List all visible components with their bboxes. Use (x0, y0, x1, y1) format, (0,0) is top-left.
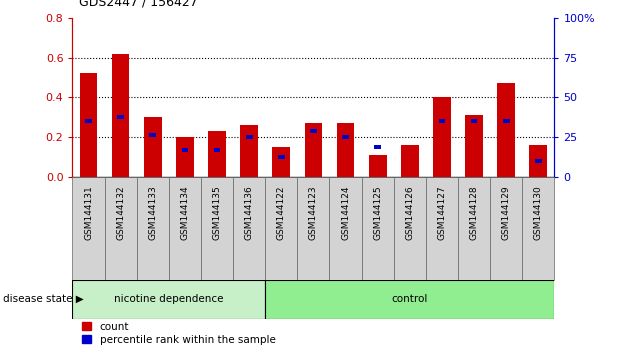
Bar (438, 119, 445, 124)
Bar (497, 84, 515, 177)
Legend: count, percentile rank within the sample: count, percentile rank within the sample (77, 318, 280, 349)
Bar (458, 177, 490, 280)
Bar (208, 131, 226, 177)
Bar (72, 177, 105, 280)
Bar (362, 177, 394, 280)
Bar (401, 145, 419, 177)
Bar (329, 177, 362, 280)
Bar (144, 117, 162, 177)
Text: GSM144133: GSM144133 (148, 185, 158, 240)
Text: GSM144132: GSM144132 (116, 185, 125, 240)
Bar (278, 155, 285, 159)
Bar (503, 119, 510, 124)
Text: GSM144122: GSM144122 (277, 185, 286, 240)
Bar (240, 125, 258, 177)
Text: control: control (392, 294, 428, 304)
Text: GSM144136: GSM144136 (244, 185, 254, 240)
Text: GSM144134: GSM144134 (180, 185, 190, 240)
Bar (137, 177, 169, 280)
Bar (112, 53, 130, 177)
Text: GSM144130: GSM144130 (534, 185, 543, 240)
Text: GSM144123: GSM144123 (309, 185, 318, 240)
Bar (85, 119, 92, 124)
Bar (304, 123, 323, 177)
Bar (201, 177, 233, 280)
Text: GSM144131: GSM144131 (84, 185, 93, 240)
Bar (374, 145, 381, 149)
Text: GDS2447 / 156427: GDS2447 / 156427 (79, 0, 197, 9)
Bar (433, 97, 451, 177)
Bar (105, 177, 137, 280)
Bar (272, 147, 290, 177)
Text: GSM144135: GSM144135 (212, 185, 222, 240)
Text: GSM144129: GSM144129 (501, 185, 511, 240)
Bar (369, 155, 387, 177)
Bar (72, 280, 265, 319)
Text: GSM144125: GSM144125 (373, 185, 382, 240)
Text: GSM144127: GSM144127 (437, 185, 447, 240)
Bar (297, 177, 329, 280)
Bar (265, 280, 554, 319)
Bar (522, 177, 554, 280)
Bar (342, 135, 349, 139)
Bar (471, 119, 478, 124)
Text: GSM144126: GSM144126 (405, 185, 415, 240)
Bar (529, 145, 547, 177)
Bar (149, 133, 156, 137)
Text: GSM144124: GSM144124 (341, 185, 350, 240)
Bar (394, 177, 426, 280)
Bar (214, 148, 220, 152)
Bar (233, 177, 265, 280)
Text: disease state ▶: disease state ▶ (3, 294, 84, 304)
Text: GSM144128: GSM144128 (469, 185, 479, 240)
Bar (265, 177, 297, 280)
Bar (465, 115, 483, 177)
Bar (490, 177, 522, 280)
Bar (181, 148, 188, 152)
Bar (426, 177, 458, 280)
Bar (79, 73, 98, 177)
Bar (246, 135, 253, 139)
Text: nicotine dependence: nicotine dependence (114, 294, 224, 304)
Bar (310, 129, 317, 133)
Bar (336, 123, 355, 177)
Bar (535, 159, 542, 163)
Bar (169, 177, 201, 280)
Bar (176, 137, 194, 177)
Bar (117, 115, 124, 119)
